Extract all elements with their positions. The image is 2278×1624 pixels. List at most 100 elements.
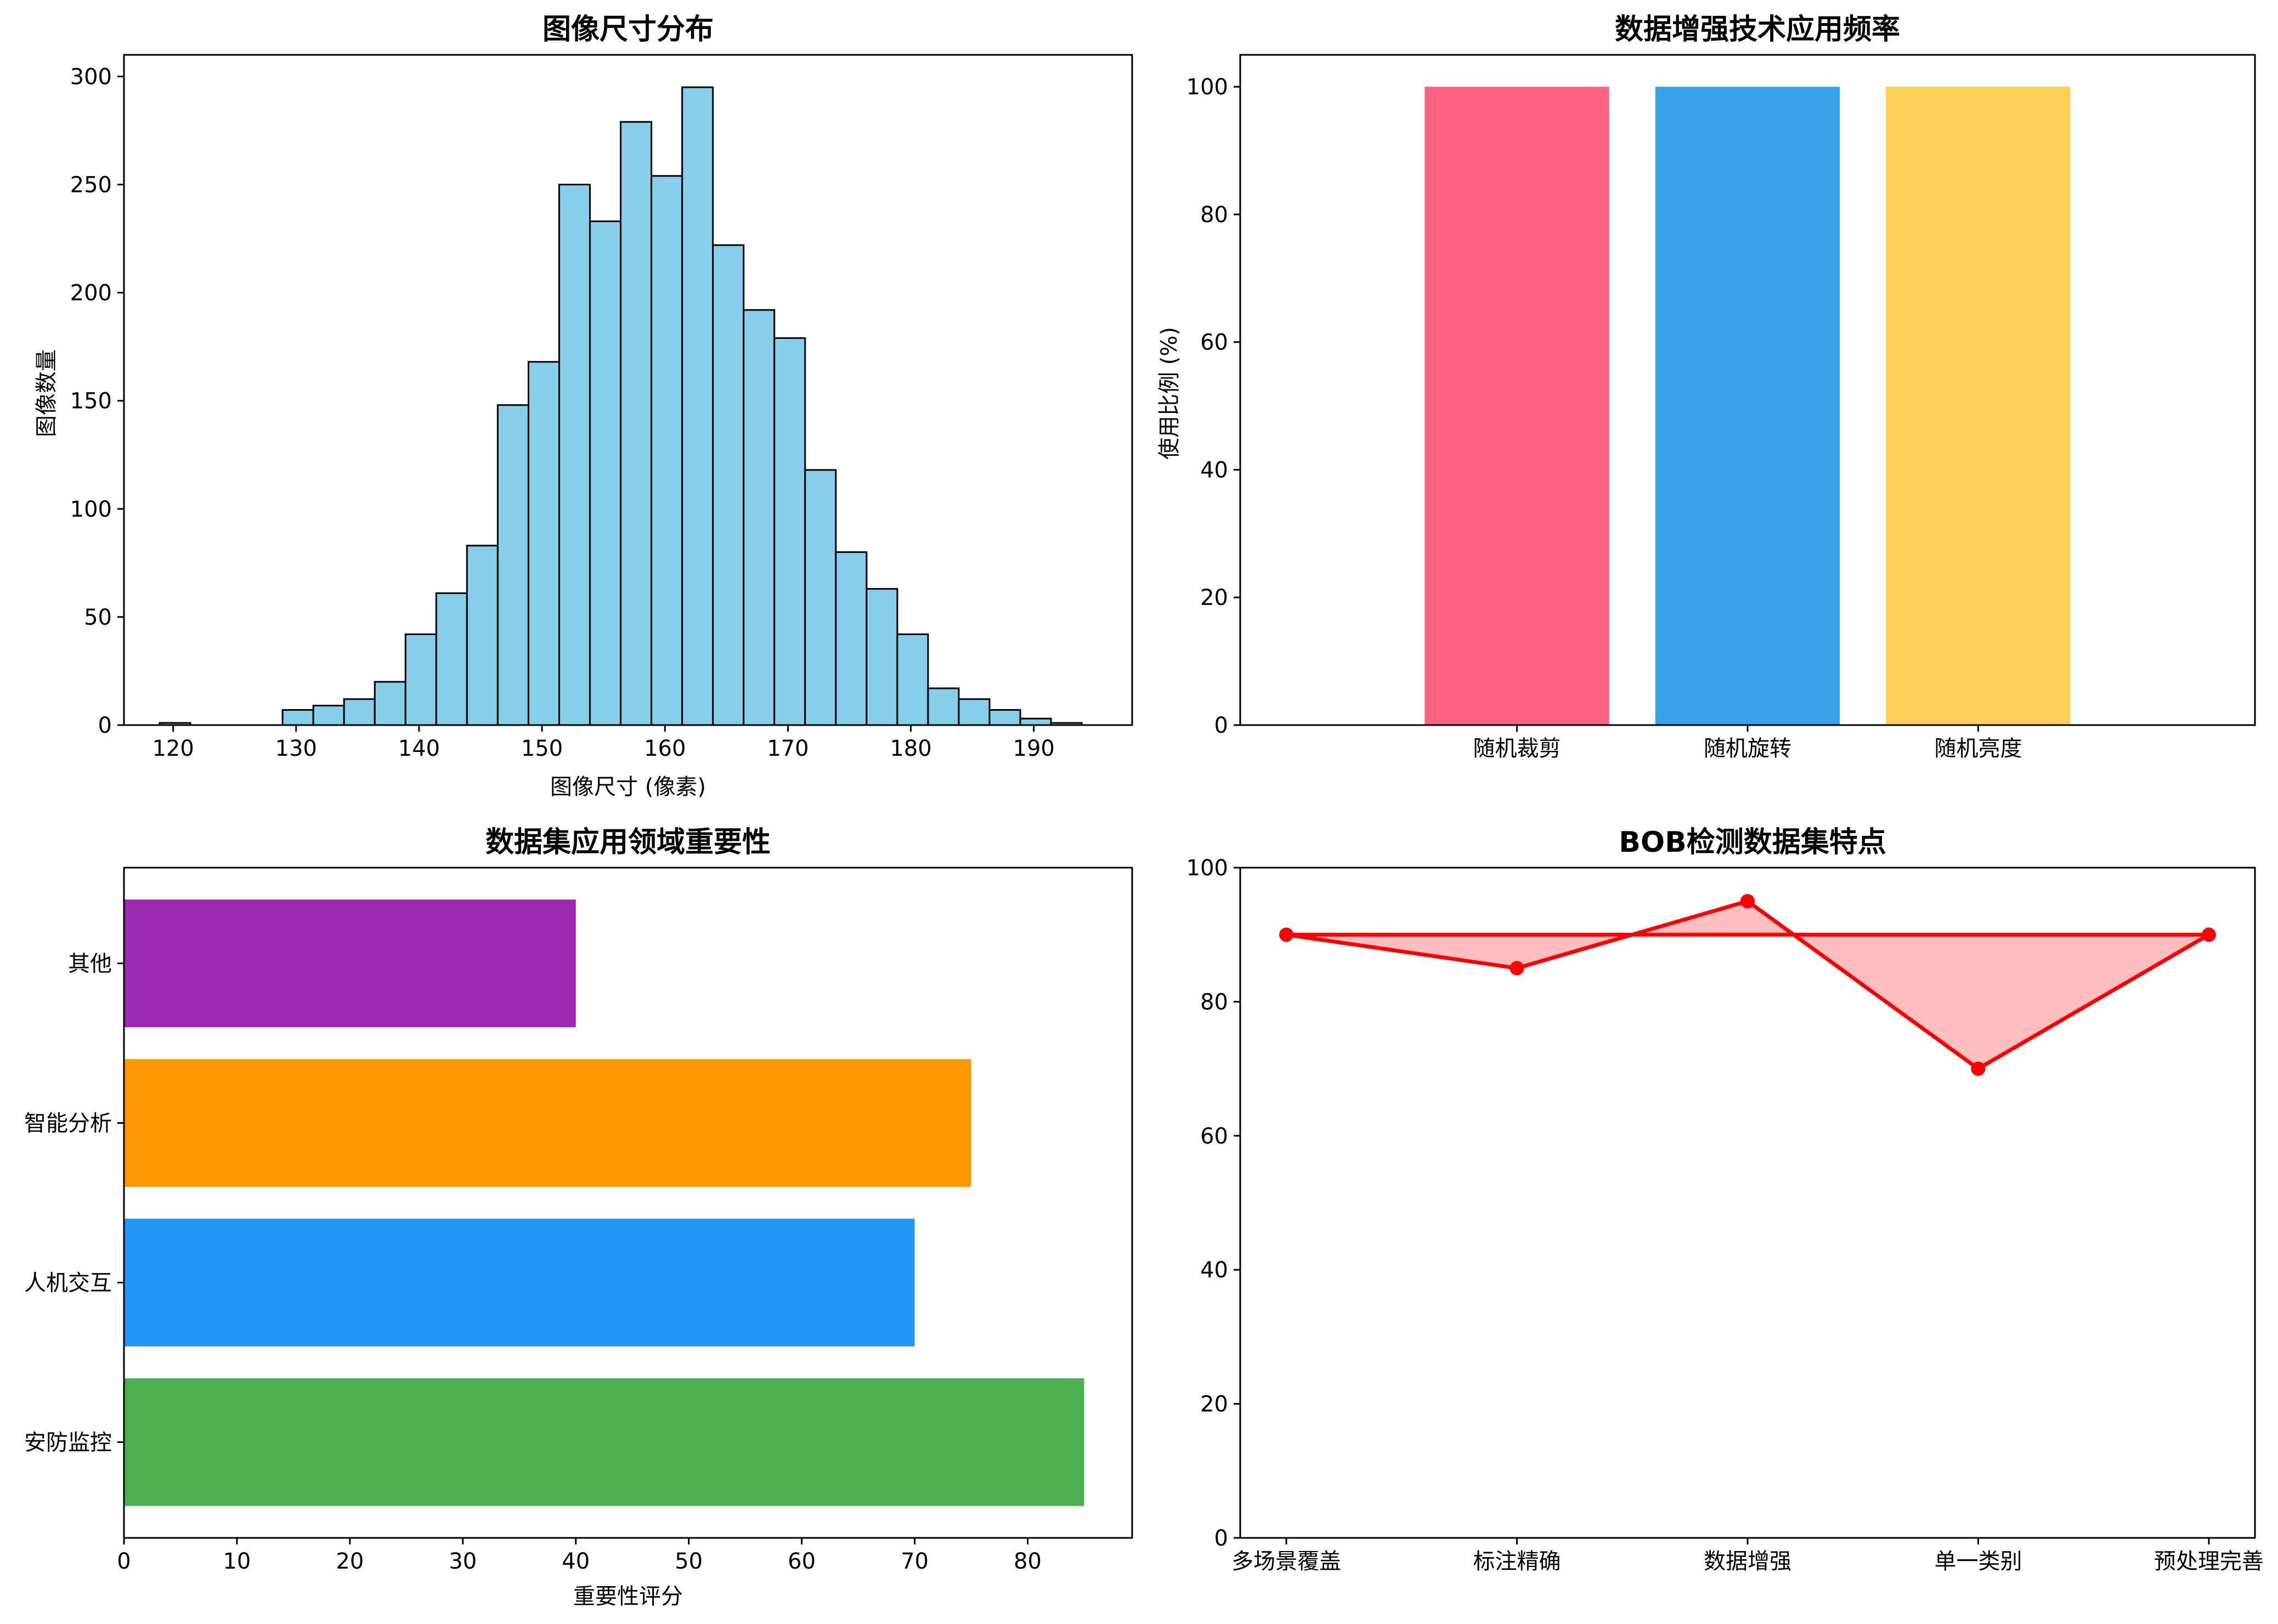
histogram-bar bbox=[743, 309, 776, 726]
x-tick-label: 30 bbox=[449, 1549, 477, 1574]
x-tick-label: 0 bbox=[117, 1549, 131, 1574]
x-tick-label: 140 bbox=[398, 736, 440, 761]
augmentation-bar bbox=[1655, 87, 1840, 726]
histogram-axes-frame bbox=[123, 54, 1133, 726]
histogram-bar bbox=[866, 588, 898, 726]
importance-panel: 数据集应用领域重要性 重要性评分 安防监控 人机交互 智能分析 其他 0 10 20 30 40… bbox=[24, 826, 1133, 1609]
x-tick-label: 随机裁剪 bbox=[1473, 736, 1561, 761]
histogram-bar bbox=[681, 86, 714, 726]
features-area-fill bbox=[1286, 901, 2209, 1069]
histogram-bar bbox=[343, 698, 376, 726]
x-tick-label: 单一类别 bbox=[1934, 1549, 2022, 1574]
x-tick-label: 150 bbox=[521, 736, 563, 761]
x-tick-label: 80 bbox=[1014, 1549, 1042, 1574]
histogram-bar bbox=[620, 121, 653, 726]
y-tick-label: 50 bbox=[84, 605, 112, 630]
histogram-panel: 图像尺寸分布 图像尺寸 (像素) 图像数量 120 130 140 150 160 170… bbox=[34, 13, 1133, 800]
y-tick-label: 200 bbox=[70, 281, 112, 306]
features-line bbox=[1284, 899, 2211, 1071]
features-point bbox=[1510, 961, 1524, 976]
x-tick-label: 标注精确 bbox=[1473, 1549, 1561, 1574]
y-tick-label: 20 bbox=[1200, 1392, 1228, 1417]
importance-title: 数据集应用领域重要性 bbox=[485, 826, 771, 859]
y-tick-label: 250 bbox=[70, 173, 112, 198]
y-tick-label: 人机交互 bbox=[24, 1270, 112, 1295]
histogram-bar bbox=[281, 709, 314, 726]
x-tick-label: 随机旋转 bbox=[1704, 736, 1791, 761]
augmentation-bar bbox=[1886, 87, 2071, 726]
features-point bbox=[1971, 1061, 1986, 1076]
features-point bbox=[2201, 927, 2216, 942]
importance-bar bbox=[124, 1059, 971, 1187]
x-tick-label: 10 bbox=[223, 1549, 251, 1574]
y-tick-label: 0 bbox=[98, 713, 112, 738]
histogram-bar bbox=[558, 184, 591, 726]
histogram-bar bbox=[404, 633, 437, 726]
augmentation-ylabel: 使用比例 (%) bbox=[1157, 327, 1182, 460]
x-tick-label: 170 bbox=[767, 736, 809, 761]
features-point bbox=[1279, 927, 1294, 942]
x-tick-label: 60 bbox=[788, 1549, 816, 1574]
histogram-bar bbox=[1019, 717, 1052, 726]
x-tick-label: 多场景覆盖 bbox=[1231, 1549, 1341, 1574]
y-tick-label: 60 bbox=[1200, 1124, 1228, 1149]
augmentation-bar bbox=[1425, 87, 1609, 726]
features-title: BOB检测数据集特点 bbox=[1619, 826, 1886, 859]
histogram-bar bbox=[927, 687, 960, 726]
augmentation-axes-frame bbox=[1239, 54, 2256, 726]
x-tick-label: 40 bbox=[562, 1549, 590, 1574]
x-tick-label: 120 bbox=[152, 736, 194, 761]
y-tick-label: 100 bbox=[1186, 856, 1228, 881]
y-tick-label: 80 bbox=[1200, 989, 1228, 1015]
augmentation-title: 数据增强技术应用频率 bbox=[1615, 13, 1900, 46]
x-tick-label: 随机亮度 bbox=[1934, 736, 2022, 761]
y-tick-label: 其他 bbox=[68, 952, 112, 977]
y-tick-label: 40 bbox=[1200, 457, 1228, 483]
histogram-bar bbox=[589, 220, 622, 726]
x-tick-label: 50 bbox=[675, 1549, 703, 1574]
y-tick-label: 0 bbox=[1214, 713, 1228, 738]
histogram-bar bbox=[651, 175, 683, 726]
augmentation-panel: 数据增强技术应用频率 使用比例 (%) 随机裁剪 随机旋转 随机亮度 0 20 40 60 8… bbox=[1157, 13, 2256, 761]
x-tick-label: 数据增强 bbox=[1704, 1549, 1791, 1574]
histogram-title: 图像尺寸分布 bbox=[542, 13, 714, 46]
histogram-bar bbox=[958, 698, 991, 726]
histogram-bar bbox=[896, 633, 929, 726]
importance-bar bbox=[124, 1219, 915, 1346]
y-tick-label: 安防监控 bbox=[24, 1430, 112, 1455]
histogram-xlabel: 图像尺寸 (像素) bbox=[550, 774, 706, 800]
importance-bar bbox=[124, 899, 576, 1027]
x-tick-label: 180 bbox=[890, 736, 931, 761]
x-tick-label: 160 bbox=[644, 736, 686, 761]
y-tick-label: 80 bbox=[1200, 202, 1228, 228]
x-tick-label: 70 bbox=[901, 1549, 929, 1574]
y-tick-label: 智能分析 bbox=[24, 1111, 112, 1136]
y-tick-label: 0 bbox=[1214, 1526, 1228, 1551]
importance-xlabel: 重要性评分 bbox=[573, 1584, 683, 1609]
importance-axes-frame bbox=[123, 867, 1133, 1539]
y-tick-label: 300 bbox=[70, 64, 112, 89]
histogram-ylabel: 图像数量 bbox=[34, 349, 59, 437]
y-tick-label: 60 bbox=[1200, 330, 1228, 355]
x-tick-label: 预处理完善 bbox=[2154, 1549, 2264, 1574]
histogram-bar bbox=[835, 551, 868, 726]
y-tick-label: 100 bbox=[1186, 75, 1228, 100]
histogram-bar bbox=[312, 705, 345, 726]
x-tick-label: 130 bbox=[275, 736, 317, 761]
importance-bar bbox=[124, 1378, 1084, 1506]
y-tick-label: 150 bbox=[70, 389, 112, 414]
x-tick-label: 20 bbox=[336, 1549, 364, 1574]
histogram-bar bbox=[496, 404, 529, 726]
histogram-bar bbox=[374, 681, 406, 726]
y-tick-label: 40 bbox=[1200, 1258, 1228, 1283]
histogram-bar bbox=[988, 709, 1021, 726]
histogram-bar bbox=[527, 361, 560, 726]
histogram-bar bbox=[712, 244, 745, 726]
histogram-bar bbox=[804, 469, 837, 726]
histogram-bar bbox=[466, 545, 499, 726]
features-point bbox=[1740, 894, 1755, 909]
histogram-bar bbox=[773, 337, 806, 726]
features-axes-frame bbox=[1239, 867, 2256, 1539]
y-tick-label: 20 bbox=[1200, 585, 1228, 610]
